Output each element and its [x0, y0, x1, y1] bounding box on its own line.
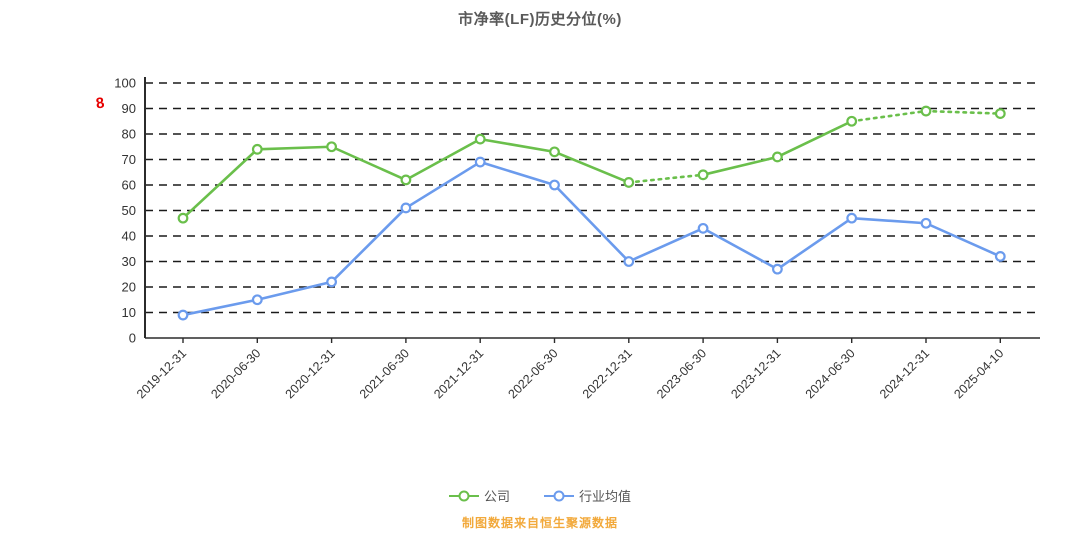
- svg-text:20: 20: [122, 280, 136, 295]
- industry-line-marker-icon: [544, 490, 574, 501]
- svg-text:30: 30: [122, 254, 136, 269]
- svg-text:2020-12-31: 2020-12-31: [283, 346, 338, 401]
- svg-text:2021-12-31: 2021-12-31: [431, 346, 486, 401]
- svg-text:70: 70: [122, 152, 136, 167]
- svg-text:50: 50: [122, 203, 136, 218]
- line-chart: 0 10 20 30 40 50 60 70 80 90 100 2019-12-31 2020-06-…: [114, 76, 1040, 401]
- svg-text:90: 90: [122, 101, 136, 116]
- legend-item-industry[interactable]: 行业均值: [544, 486, 631, 505]
- svg-text:100: 100: [114, 76, 136, 91]
- svg-text:0: 0: [129, 331, 136, 346]
- svg-text:2023-12-31: 2023-12-31: [728, 346, 783, 401]
- chart-title: 市净率(LF)历史分位(%): [458, 11, 622, 28]
- svg-text:2023-06-30: 2023-06-30: [654, 346, 709, 401]
- svg-text:2019-12-31: 2019-12-31: [134, 346, 189, 401]
- legend-label-company: 公司: [483, 489, 510, 504]
- svg-text:40: 40: [122, 229, 136, 244]
- svg-text:2021-06-30: 2021-06-30: [357, 346, 412, 401]
- svg-text:60: 60: [122, 178, 136, 193]
- svg-text:2020-06-30: 2020-06-30: [208, 346, 263, 401]
- svg-text:80: 80: [122, 127, 136, 142]
- svg-text:2024-12-31: 2024-12-31: [877, 346, 932, 401]
- data-source-note: 制图数据来自恒生聚源数据: [461, 516, 618, 530]
- legend-item-company[interactable]: 公司: [448, 486, 510, 505]
- svg-text:2024-06-30: 2024-06-30: [803, 346, 858, 401]
- svg-text:2022-06-30: 2022-06-30: [506, 346, 561, 401]
- svg-text:2022-12-31: 2022-12-31: [580, 346, 635, 401]
- svg-text:2025-04-10: 2025-04-10: [951, 346, 1006, 401]
- chart-legend: 公司 行业均值: [0, 486, 1080, 505]
- legend-label-industry: 行业均值: [579, 489, 632, 504]
- svg-text:10: 10: [122, 305, 136, 320]
- company-line-marker-icon: [448, 490, 479, 501]
